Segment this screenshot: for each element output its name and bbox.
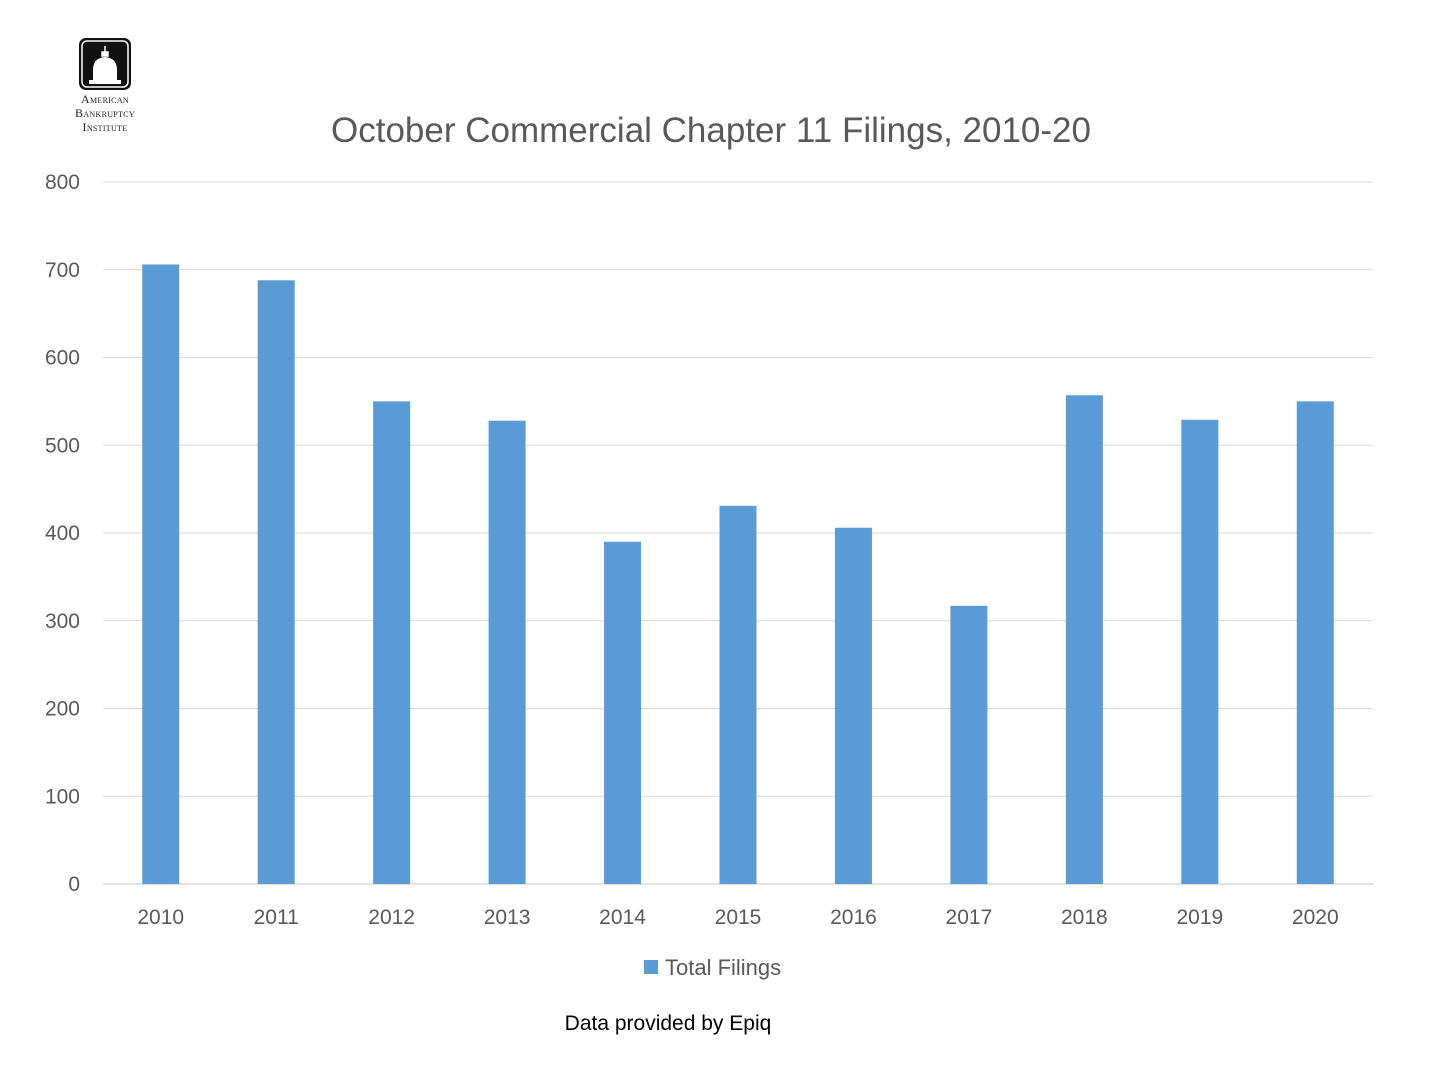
logo: American Bankruptcy Institute [50,36,160,134]
logo-text: American Bankruptcy Institute [50,92,160,134]
legend: Total Filings [644,955,781,980]
x-tick-label: 2019 [1176,906,1223,929]
bar [373,401,411,884]
logo-line: Bankruptcy [75,106,135,120]
y-tick-label: 400 [45,522,80,545]
bar [257,280,295,884]
y-tick-label: 200 [45,698,80,721]
x-tick-label: 2016 [830,906,877,929]
bar [604,541,642,884]
chart-title: October Commercial Chapter 11 Filings, 2… [331,111,1091,150]
y-tick-label: 700 [45,259,80,282]
legend-label: Total Filings [665,955,781,980]
legend-swatch [644,960,658,974]
x-tick-label: 2014 [599,906,646,929]
y-tick-label: 500 [45,434,80,457]
capitol-dome-icon [79,38,131,90]
y-axis: 0 100 200 300 400 500 600 700 800 [45,171,80,896]
bar [719,505,757,884]
y-tick-label: 0 [68,873,80,896]
bar [834,527,872,884]
x-axis: 2010 2011 2012 2013 2014 2015 2016 2017 2018 2019… [137,906,1338,929]
bar [950,605,988,884]
source-note: Data provided by Epiq [564,1012,772,1035]
logo-line: American [81,92,129,106]
bar [142,264,180,884]
x-tick-label: 2013 [484,906,531,929]
x-tick-label: 2017 [946,906,993,929]
bar-layer [142,264,1334,884]
bar [488,420,526,884]
y-tick-label: 100 [45,785,80,808]
y-tick-label: 600 [45,347,80,370]
x-tick-label: 2010 [137,906,184,929]
x-tick-label: 2012 [368,906,415,929]
x-tick-label: 2011 [254,906,299,929]
bar [1181,419,1219,884]
x-tick-label: 2015 [715,906,762,929]
logo-line: Institute [82,120,128,134]
bar [1065,395,1103,884]
x-tick-label: 2020 [1292,906,1339,929]
y-tick-label: 800 [45,171,80,194]
x-tick-label: 2018 [1061,906,1108,929]
y-tick-label: 300 [45,610,80,633]
bar [1296,401,1334,884]
